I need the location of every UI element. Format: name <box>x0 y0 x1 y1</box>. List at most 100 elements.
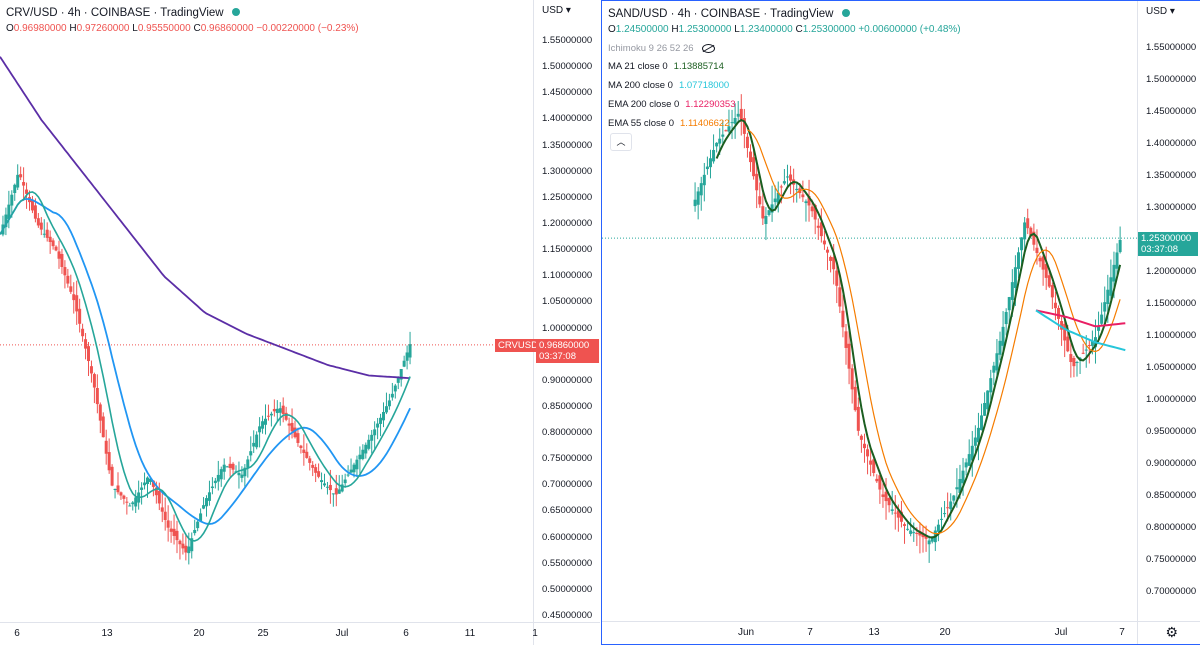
hidden-eye-icon[interactable] <box>701 43 715 53</box>
time-tick-label: 20 <box>939 627 951 638</box>
price-tick-label: 1.30000000 <box>1146 202 1197 213</box>
candles <box>1 164 412 565</box>
indicator-ma200[interactable]: MA 200 close 0 1.07718000 <box>608 80 730 91</box>
interval-label[interactable]: 4h <box>677 8 691 20</box>
ma-purple-line <box>0 56 411 380</box>
price-tick-label: 0.95000000 <box>1146 426 1197 437</box>
time-tick-label: 25 <box>257 628 269 639</box>
last-price-tag: 1.25300000 03:37:08 <box>1138 232 1198 256</box>
last-price-tag: 0.96860000 03:37:08 <box>536 339 599 363</box>
price-tick-label: 1.50000000 <box>542 61 593 73</box>
change-readout: −0.00220000 (−0.23%) <box>256 23 359 34</box>
price-tick-label: 1.35000000 <box>1146 170 1197 181</box>
time-tick-label: 6 <box>14 628 20 639</box>
price-tick-label: 0.85000000 <box>542 400 593 412</box>
price-tick-label: 1.45000000 <box>1146 106 1197 117</box>
ma-blue-line <box>0 197 411 525</box>
price-tick-label: 1.20000000 <box>1146 266 1197 277</box>
symbol-title[interactable]: SAND/USD <box>608 8 668 20</box>
price-tick-label: 1.40000000 <box>542 113 593 125</box>
price-tick-label: 0.85000000 <box>1146 490 1197 501</box>
indicator-ma21[interactable]: MA 21 close 0 1.13885714 <box>608 61 724 72</box>
price-axis-sand[interactable]: USD ▾ 1.55000000 1.50000000 1.45000000 1.40… <box>1137 1 1200 644</box>
price-tick-label: 1.25000000 <box>542 191 593 203</box>
time-tick-label: 7 <box>1119 627 1125 638</box>
ichimoku-indicator-label[interactable]: Ichimoku 9 26 52 26 <box>608 43 715 54</box>
price-tick-label: 0.75000000 <box>542 453 593 465</box>
bottom-toolbar[interactable] <box>0 647 1200 657</box>
currency-selector[interactable]: USD ▾ <box>1146 6 1175 17</box>
price-tick-label: 1.15000000 <box>542 244 593 256</box>
ohlc-readout-sand: O1.24500000 H1.25300000 L1.23400000 C1.2… <box>608 24 961 35</box>
indicator-ema55[interactable]: EMA 55 close 0 1.11406622 <box>608 118 730 129</box>
time-tick-label: 11 <box>464 628 476 639</box>
indicator-ema200[interactable]: EMA 200 close 0 1.12290353 <box>608 99 736 110</box>
price-tick-label: 0.65000000 <box>542 505 593 517</box>
chart-legend-crv: CRV/USD · 4h · COINBASE · TradingView <box>6 7 240 19</box>
price-tick-label: 1.30000000 <box>542 165 593 177</box>
price-tick-label: 1.05000000 <box>542 296 593 308</box>
price-tick-label: 0.90000000 <box>1146 458 1197 469</box>
chevron-up-icon[interactable]: ︿ <box>610 133 632 151</box>
price-tick-label: 0.60000000 <box>542 531 593 543</box>
symbol-price-tag: CRVUSD <box>495 339 541 352</box>
ema55-line <box>747 129 1121 535</box>
ema200-line <box>1035 309 1126 328</box>
price-tick-label: 1.45000000 <box>542 87 593 99</box>
change-readout: +0.00600000 (+0.48%) <box>858 24 961 35</box>
time-tick-label: 1 <box>532 628 538 639</box>
price-tick-label: 1.50000000 <box>1146 74 1197 85</box>
price-tick-label: 0.80000000 <box>542 427 593 439</box>
ma-teal-line <box>0 191 411 542</box>
symbol-title[interactable]: CRV/USD <box>6 7 58 19</box>
market-status-dot <box>841 8 850 17</box>
price-tick-label: 1.40000000 <box>1146 138 1197 149</box>
price-tick-label: 1.05000000 <box>1146 362 1197 373</box>
price-tick-label: 0.70000000 <box>1146 586 1197 597</box>
exchange-label: COINBASE <box>700 8 761 20</box>
ma200-line <box>1035 309 1126 352</box>
time-tick-label: Jun <box>737 627 755 638</box>
price-tick-label: 0.50000000 <box>542 583 593 595</box>
price-tick-label: 1.35000000 <box>542 139 593 151</box>
time-tick-label: 20 <box>193 628 205 639</box>
exchange-label: COINBASE <box>90 7 151 19</box>
price-tick-label: 1.00000000 <box>542 322 593 334</box>
price-tick-label: 1.15000000 <box>1146 298 1197 309</box>
source-label: TradingView <box>770 8 834 20</box>
ohlc-readout-crv: O0.96980000 H0.97260000 L0.95550000 C0.9… <box>6 23 359 34</box>
gear-icon[interactable]: ⚙ <box>1165 624 1178 640</box>
price-tick-label: 0.75000000 <box>1146 554 1197 565</box>
market-status-dot <box>231 7 240 16</box>
price-tick-label: 0.90000000 <box>542 374 593 386</box>
time-tick-label: Jul <box>1054 627 1068 638</box>
price-axis-crv[interactable]: USD ▾ 1.55000000 1.50000000 1.45000000 1.40… <box>533 0 600 645</box>
source-label: TradingView <box>160 7 224 19</box>
crv-price-plot[interactable] <box>0 0 534 623</box>
price-tick-label: 1.55000000 <box>542 35 593 46</box>
chart-pane-sand[interactable]: SAND/USD · 4h · COINBASE · TradingView O… <box>601 0 1200 645</box>
price-tick-label: 1.10000000 <box>1146 330 1197 341</box>
time-tick-label: 13 <box>868 627 880 638</box>
sand-price-plot[interactable] <box>602 1 1138 622</box>
price-tick-label: 1.20000000 <box>542 217 593 229</box>
price-tick-label: 0.45000000 <box>542 610 593 621</box>
price-tick-label: 0.55000000 <box>542 557 593 569</box>
time-tick-label: 13 <box>101 628 113 639</box>
interval-label[interactable]: 4h <box>67 7 81 19</box>
time-tick-label: 6 <box>403 628 409 639</box>
chart-legend-sand: SAND/USD · 4h · COINBASE · TradingView <box>608 8 850 20</box>
price-tick-label: 1.10000000 <box>542 270 593 282</box>
time-tick-label: 7 <box>807 627 813 638</box>
ma21-line <box>715 118 1122 539</box>
price-tick-label: 1.00000000 <box>1146 394 1197 405</box>
time-axis-sand[interactable]: Jun 7 13 20 Jul 7 ⚙ <box>602 621 1200 644</box>
time-tick-label: Jul <box>335 628 349 639</box>
chart-pane-crv[interactable]: CRV/USD · 4h · COINBASE · TradingView O0… <box>0 0 600 645</box>
price-tick-label: 1.55000000 <box>1146 42 1197 53</box>
candles <box>693 94 1122 563</box>
currency-selector[interactable]: USD ▾ <box>542 5 571 16</box>
time-axis-crv[interactable]: 6 13 20 25 Jul 6 11 1 <box>0 622 600 645</box>
price-tick-label: 0.80000000 <box>1146 522 1197 533</box>
price-tick-label: 0.70000000 <box>542 479 593 491</box>
